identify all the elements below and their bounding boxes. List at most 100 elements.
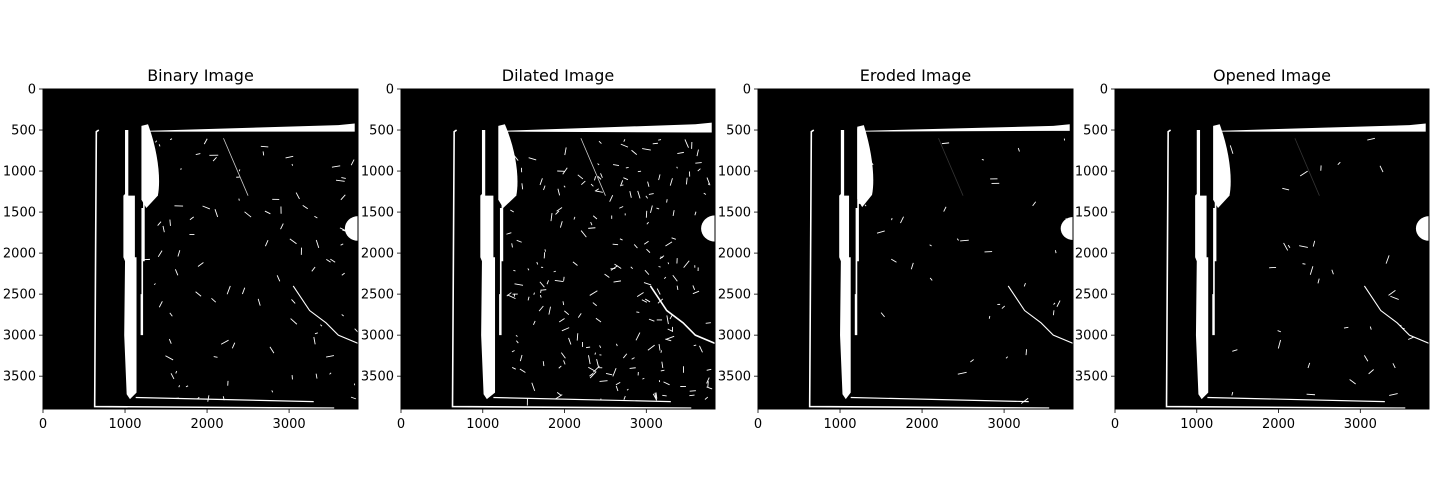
panel-1-speck — [157, 250, 163, 258]
panel-3-speck — [960, 239, 969, 242]
panel-2-speck — [596, 358, 599, 367]
panel-2-speck — [610, 265, 618, 271]
panel-1-speck — [329, 372, 332, 375]
panel-3-ytick-label: 500 — [726, 124, 751, 139]
panel-1-noise — [141, 138, 358, 402]
panel-4-speck — [1368, 369, 1374, 375]
panel-2-speck — [692, 285, 696, 290]
panel-2-speck — [705, 322, 711, 324]
panel-4-speck — [1369, 326, 1372, 330]
panel-3-speck — [1001, 305, 1006, 309]
panel-1-speck — [165, 355, 174, 361]
panel-2-speck — [556, 207, 563, 212]
panel-2-speck — [510, 209, 514, 213]
panel-4: Opened Image 0 1000 2000 3000 0 500 1000 1500 200… — [1075, 66, 1430, 432]
panel-1-speck — [290, 318, 298, 325]
panel-2-speck — [677, 151, 684, 155]
panel-1-speck — [197, 262, 204, 267]
panel-2-speck — [588, 227, 596, 229]
panel-4-speck — [1331, 269, 1334, 275]
panel-3-speck — [941, 142, 950, 145]
panel-2-ytick-label: 3500 — [361, 370, 394, 385]
panel-2-speck — [683, 260, 690, 268]
panel-1-speck — [170, 373, 175, 380]
panel-1-speck — [354, 328, 358, 333]
panel-1-speck — [314, 215, 318, 219]
panel-2-speck — [562, 167, 568, 175]
panel-1-speck — [226, 285, 231, 295]
panel-2-blob — [498, 124, 518, 208]
panel-2-speck — [589, 373, 594, 377]
panel-3-speck — [943, 206, 947, 212]
panel-2-speck — [706, 377, 710, 384]
panel-4-title: Opened Image — [1213, 66, 1331, 85]
panel-4-speck — [1277, 330, 1282, 333]
panel-2-speck — [576, 333, 579, 341]
panel-4-ytick-label: 1500 — [1075, 206, 1108, 221]
panel-2-speck — [558, 318, 565, 323]
panel-2-speck — [600, 173, 603, 178]
panel-2-speck — [672, 274, 678, 282]
panel-1-speck — [169, 219, 171, 226]
panel-4-speck — [1343, 326, 1349, 329]
panel-1-speck — [295, 192, 300, 200]
panel-2-speck — [577, 174, 584, 180]
panel-2-speck — [519, 368, 526, 373]
panel-2-speck — [615, 343, 618, 347]
panel-2-speck — [577, 313, 582, 318]
panel-1-speck — [212, 156, 217, 162]
panel-2-image — [401, 89, 715, 409]
panel-2-speck — [563, 185, 566, 188]
panel-2-speck — [594, 188, 600, 192]
panel-2-speck — [658, 139, 662, 141]
panel-2-speck — [513, 269, 516, 272]
panel-2-scratch — [580, 138, 606, 196]
panel-1-bottom-line — [135, 396, 314, 403]
panel-1-speck — [262, 151, 265, 156]
panel-2-speck — [561, 327, 570, 332]
panel-1-speck — [174, 269, 179, 276]
panel-1-ytick-label: 1500 — [3, 206, 36, 221]
panel-4-speck — [1392, 363, 1396, 369]
panel-1-speck — [302, 204, 309, 210]
panel-2-speck — [592, 302, 597, 307]
panel-2-speck — [648, 193, 654, 195]
panel-1-speck — [340, 243, 344, 246]
panel-2-speck — [695, 162, 702, 164]
panel-4-speck — [1388, 290, 1396, 296]
panel-2-speck — [669, 315, 673, 320]
panel-2-speck — [672, 210, 675, 216]
panel-2-speck — [666, 335, 675, 340]
panel-2-speck — [699, 345, 703, 353]
panel-2-speck — [685, 177, 688, 185]
panel-1-speck — [153, 283, 156, 286]
panel-1-speck — [330, 258, 336, 263]
panel-4-speck — [1379, 165, 1384, 173]
panel-3-vertical-bar — [839, 130, 851, 400]
panel-2-speck — [656, 207, 660, 210]
panel-1-speck — [155, 140, 158, 143]
panel-1-speck — [244, 211, 252, 218]
panel-2-speck — [507, 294, 516, 300]
panel-2-speck — [696, 149, 699, 157]
panel-2-speck — [550, 213, 553, 222]
panel-1-title: Binary Image — [147, 66, 254, 85]
panel-3: Eroded Image 0 1000 2000 3000 0 500 1000 1500 200… — [718, 66, 1074, 432]
panel-2-speck — [559, 221, 563, 228]
panel-4-xtick-label: 2000 — [1262, 417, 1295, 432]
panel-2-speck — [692, 290, 700, 295]
panel-2-speck — [646, 248, 651, 253]
panel-2-speck — [646, 221, 649, 225]
panel-4-xtick-label: 0 — [1111, 417, 1119, 432]
panel-4-speck — [1232, 349, 1238, 352]
panel-2-speck — [613, 164, 620, 166]
panel-2-speck — [660, 350, 663, 353]
panel-1-speck — [238, 169, 241, 172]
panel-2-speck — [707, 226, 711, 231]
panel-2-speck — [560, 352, 566, 359]
panel-2-speck — [554, 279, 564, 283]
panel-4-speck — [1231, 391, 1234, 396]
panel-2-speck — [589, 290, 598, 296]
panel-1-top-strip — [145, 123, 355, 132]
panel-4-vertical-bar — [1195, 130, 1209, 400]
